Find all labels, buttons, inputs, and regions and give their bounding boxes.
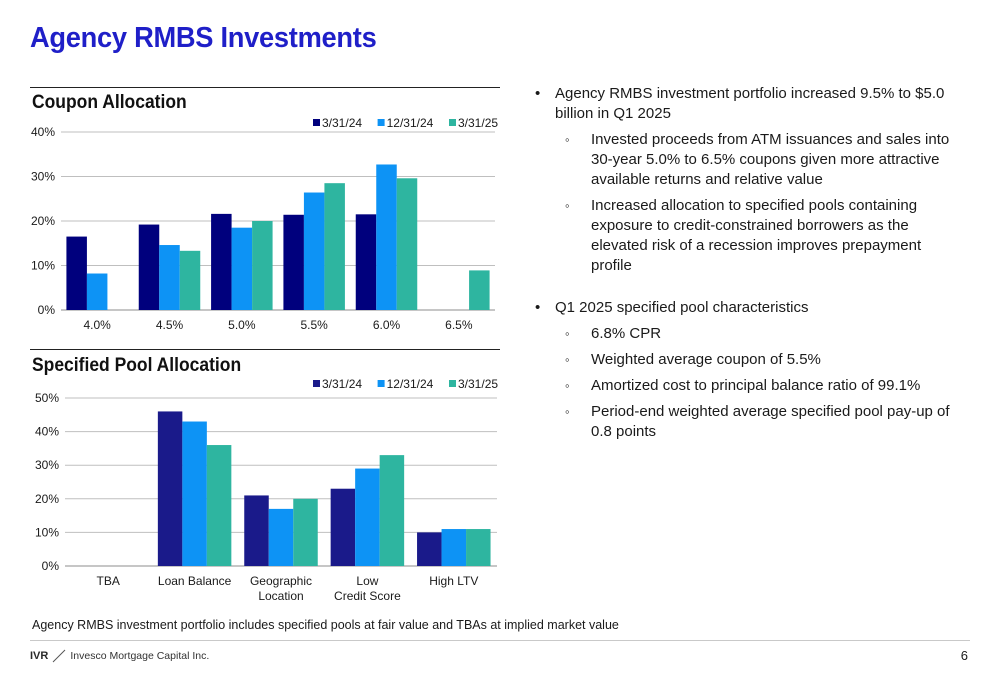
commentary-bullets: Agency RMBS investment portfolio increas…	[535, 84, 955, 442]
bar-3-31-24-High-LTV	[417, 532, 442, 566]
coupon-allocation-chart: Coupon Allocation 0% 10% 20% 30% 40% 4.0% 4.5%…	[30, 87, 500, 343]
bar-3-31-25-5-5-	[324, 183, 345, 310]
sub-bullet-item: Increased allocation to specified pools …	[535, 196, 955, 276]
legend-swatch	[377, 119, 385, 126]
bar-3-31-24-5-0-	[211, 213, 232, 310]
x-tick-label: Geographic Location	[250, 574, 312, 603]
y-tick-label: 40%	[31, 125, 55, 139]
legend-swatch	[313, 119, 320, 126]
logo-ticker: IVR	[30, 650, 49, 662]
bar-12-31-24-5-5-	[303, 192, 325, 310]
y-tick-label: 30%	[31, 170, 55, 184]
bullet-item: Q1 2025 specified pool characteristics	[535, 298, 955, 318]
sub-bullet-item: Weighted average coupon of 5.5%	[535, 350, 955, 370]
x-tick-label: 6.5%	[445, 318, 473, 332]
sub-bullet-item: Invested proceeds from ATM issuances and…	[535, 130, 955, 190]
bar-12-31-24-High-LTV	[441, 529, 467, 566]
y-tick-label: 50%	[35, 391, 59, 405]
pool-chart-svg: 0% 10% 20% 30% 40% 50% TBA Loan Balance Geograph…	[35, 377, 498, 603]
legend-swatch	[449, 119, 456, 126]
x-tick-label: 4.5%	[156, 318, 184, 332]
legend-swatch	[313, 380, 320, 387]
bar-3-31-24-4-0-	[66, 236, 87, 310]
sub-bullet-item: Amortized cost to principal balance rati…	[535, 376, 955, 396]
x-tick-label: 5.5%	[300, 318, 328, 332]
bar-3-31-25-Low-Credit-Score	[379, 455, 405, 566]
legend-label: 3/31/25	[458, 116, 498, 130]
bar-12-31-24-5-0-	[231, 227, 253, 310]
legend-label: 12/31/24	[387, 377, 434, 391]
bar-12-31-24-Low-Credit-Score	[355, 468, 380, 566]
legend-swatch	[377, 380, 385, 387]
bullet-item: Agency RMBS investment portfolio increas…	[535, 84, 955, 124]
y-tick-label: 0%	[42, 559, 60, 573]
bar-3-31-25-6-5-	[469, 270, 490, 310]
y-tick-label: 20%	[35, 492, 59, 506]
bar-3-31-24-Geographic-Location	[244, 495, 269, 566]
legend-swatch	[449, 380, 456, 387]
x-tick-label: 5.0%	[228, 318, 256, 332]
bar-12-31-24-4-0-	[86, 273, 108, 310]
coupon-chart-title: Coupon Allocation	[32, 92, 187, 113]
footnote: Agency RMBS investment portfolio include…	[32, 618, 619, 632]
bar-3-31-25-5-0-	[252, 221, 273, 310]
y-tick-label: 30%	[35, 458, 59, 472]
bar-3-31-24-4-5-	[138, 224, 160, 310]
legend-label: 3/31/25	[458, 377, 498, 391]
logo-slash-icon	[52, 649, 66, 663]
bar-3-31-25-4-5-	[179, 250, 201, 310]
y-tick-label: 20%	[31, 214, 55, 228]
bar-12-31-24-4-5-	[159, 245, 180, 310]
x-tick-label: High LTV	[429, 574, 478, 588]
logo-company-name: Invesco Mortgage Capital Inc.	[70, 650, 210, 662]
bar-3-31-25-Loan-Balance	[206, 445, 232, 566]
bar-12-31-24-Loan-Balance	[182, 421, 207, 566]
sub-bullet-item: 6.8% CPR	[535, 324, 955, 344]
x-tick-label: TBA	[97, 574, 120, 588]
page-number: 6	[960, 648, 968, 663]
x-tick-label: Low Credit Score	[334, 574, 401, 603]
legend-label: 12/31/24	[387, 116, 434, 130]
x-tick-label: 4.0%	[83, 318, 111, 332]
y-tick-label: 0%	[38, 303, 56, 317]
company-logo: IVR Invesco Mortgage Capital Inc.	[30, 649, 209, 663]
y-tick-label: 10%	[31, 259, 55, 273]
legend-label: 3/31/24	[322, 377, 362, 391]
y-tick-label: 40%	[35, 425, 59, 439]
footer-divider	[30, 640, 970, 641]
bar-3-31-25-Geographic-Location	[293, 498, 318, 566]
specified-pool-allocation-chart: Specified Pool Allocation 0% 10% 20% 30% 40%…	[30, 349, 500, 608]
bar-3-31-24-Low-Credit-Score	[330, 488, 356, 566]
bar-3-31-24-Loan-Balance	[157, 411, 183, 566]
bar-12-31-24-6-0-	[376, 164, 397, 310]
sub-bullet-item: Period-end weighted average specified po…	[535, 402, 955, 442]
bar-3-31-24-5-5-	[283, 214, 304, 310]
x-tick-label: Loan Balance	[158, 574, 232, 588]
page-title: Agency RMBS Investments	[30, 22, 377, 54]
bar-3-31-25-6-0-	[396, 178, 418, 310]
x-tick-label: 6.0%	[373, 318, 401, 332]
bar-12-31-24-Geographic-Location	[268, 508, 294, 566]
y-tick-label: 10%	[35, 525, 59, 539]
bar-3-31-25-High-LTV	[466, 529, 491, 566]
legend-label: 3/31/24	[322, 116, 362, 130]
bar-3-31-24-6-0-	[355, 214, 377, 310]
pool-chart-title: Specified Pool Allocation	[32, 355, 242, 376]
coupon-chart-svg: 0% 10% 20% 30% 40% 4.0% 4.5% 5.0% 5.5% 6.0% 6.5% 3/…	[31, 116, 498, 332]
